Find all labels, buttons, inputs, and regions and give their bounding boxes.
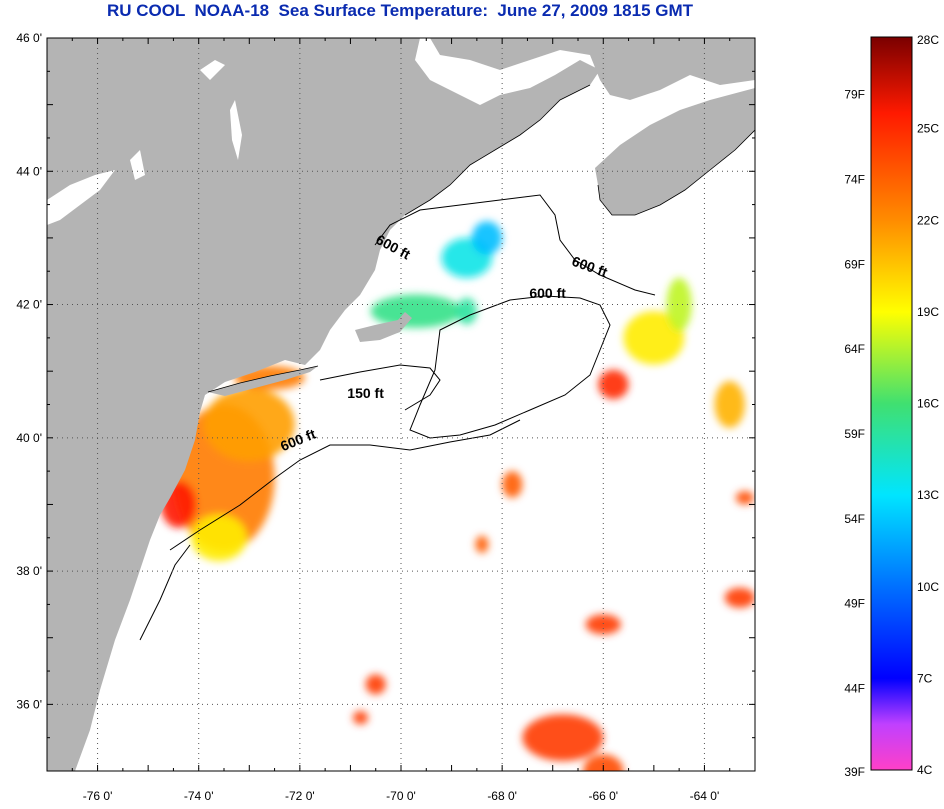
sst-patch	[456, 297, 477, 325]
sst-patch	[203, 387, 295, 462]
contour-georges-bank	[409, 295, 611, 439]
colorbar-celsius-label: 19C	[917, 305, 939, 319]
sst-patch	[598, 369, 629, 400]
lat-tick-label: 40 0'	[16, 431, 42, 445]
sst-patch	[365, 674, 386, 695]
map-title: RU COOL NOAA-18 Sea Surface Temperature:…	[106, 1, 694, 20]
latitude-labels: 46 0' 44 0' 42 0' 40 0' 38 0' 36 0'	[16, 31, 42, 711]
lat-tick-label: 38 0'	[16, 564, 42, 578]
sst-patch	[583, 754, 624, 771]
land-nova-scotia	[595, 88, 755, 215]
coastline	[207, 84, 755, 393]
contour-600ft-gulf-of-maine	[374, 194, 656, 296]
colorbar-celsius-label: 13C	[917, 488, 939, 502]
contour-shelf-inner	[139, 544, 191, 641]
colorbar-fahrenheit-label: 64F	[844, 342, 865, 356]
colorbar-fahrenheit-label: 39F	[844, 765, 865, 779]
lon-tick-label: -66 0'	[588, 789, 618, 803]
sst-patch	[471, 221, 503, 255]
sst-patch	[666, 277, 692, 332]
colorbar-celsius-label: 10C	[917, 580, 939, 594]
sst-patch	[585, 614, 621, 635]
sst-patch	[352, 711, 369, 725]
lon-tick-label: -72 0'	[285, 789, 315, 803]
sst-patch	[475, 535, 489, 554]
colorbar: 28C 25C 22C 19C 16C 13C 10C 7C 4C 79F 74F 69F 64F 59…	[844, 33, 939, 779]
colorbar-fahrenheit-label: 54F	[844, 512, 865, 526]
colorbar-fahrenheit-label: 59F	[844, 427, 865, 441]
colorbar-fahrenheit-label: 49F	[844, 597, 865, 611]
lat-tick-label: 42 0'	[16, 298, 42, 312]
sst-patch	[724, 587, 755, 608]
colorbar-fahrenheit-label: 74F	[844, 173, 865, 187]
land-long-island	[208, 366, 318, 396]
colorbar-fahrenheit-label: 79F	[844, 88, 865, 102]
contour-150ft	[319, 364, 441, 411]
sst-patch	[714, 381, 745, 428]
sst-patch	[370, 294, 462, 328]
colorbar-celsius-label: 4C	[917, 763, 933, 777]
contour-label: 150 ft	[347, 385, 384, 401]
sst-patch	[623, 311, 685, 365]
frame-ticks	[46, 37, 756, 772]
lat-tick-label: 36 0'	[16, 697, 42, 711]
sst-patch	[191, 514, 247, 562]
colorbar-celsius-labels: 28C 25C 22C 19C 16C 13C 10C 7C 4C	[917, 33, 939, 777]
gridlines	[47, 38, 755, 771]
sst-patch	[735, 491, 754, 505]
colorbar-celsius-label: 16C	[917, 397, 939, 411]
lat-tick-label: 44 0'	[16, 164, 42, 178]
lat-tick-label: 46 0'	[16, 31, 42, 45]
sst-patch	[522, 714, 604, 762]
land-layer	[47, 38, 755, 771]
colorbar-celsius-label: 25C	[917, 122, 939, 136]
lon-tick-label: -76 0'	[83, 789, 113, 803]
lon-tick-label: -64 0'	[690, 789, 720, 803]
colorbar-gradient	[870, 36, 913, 771]
land-us-northeast	[47, 38, 600, 771]
colorbar-celsius-label: 7C	[917, 671, 933, 685]
sst-layer	[160, 221, 755, 771]
lon-tick-label: -68 0'	[487, 789, 517, 803]
contour-label: 600 ft	[529, 285, 566, 301]
sst-patch	[502, 471, 523, 498]
land-canada-north	[430, 38, 755, 100]
land-cape-cod	[355, 312, 412, 342]
colorbar-fahrenheit-label: 69F	[844, 257, 865, 271]
colorbar-celsius-label: 22C	[917, 213, 939, 227]
lon-tick-label: -70 0'	[386, 789, 416, 803]
contour-600ft-shelf	[169, 419, 521, 551]
depth-contours	[139, 194, 656, 641]
colorbar-fahrenheit-labels: 79F 74F 69F 64F 59F 54F 49F 44F 39F	[844, 88, 865, 779]
lon-tick-label: -74 0'	[184, 789, 214, 803]
colorbar-fahrenheit-label: 44F	[844, 682, 865, 696]
colorbar-celsius-label: 28C	[917, 33, 939, 47]
longitude-labels: -76 0' -74 0' -72 0' -70 0' -68 0' -66 0' -64 …	[83, 789, 720, 803]
